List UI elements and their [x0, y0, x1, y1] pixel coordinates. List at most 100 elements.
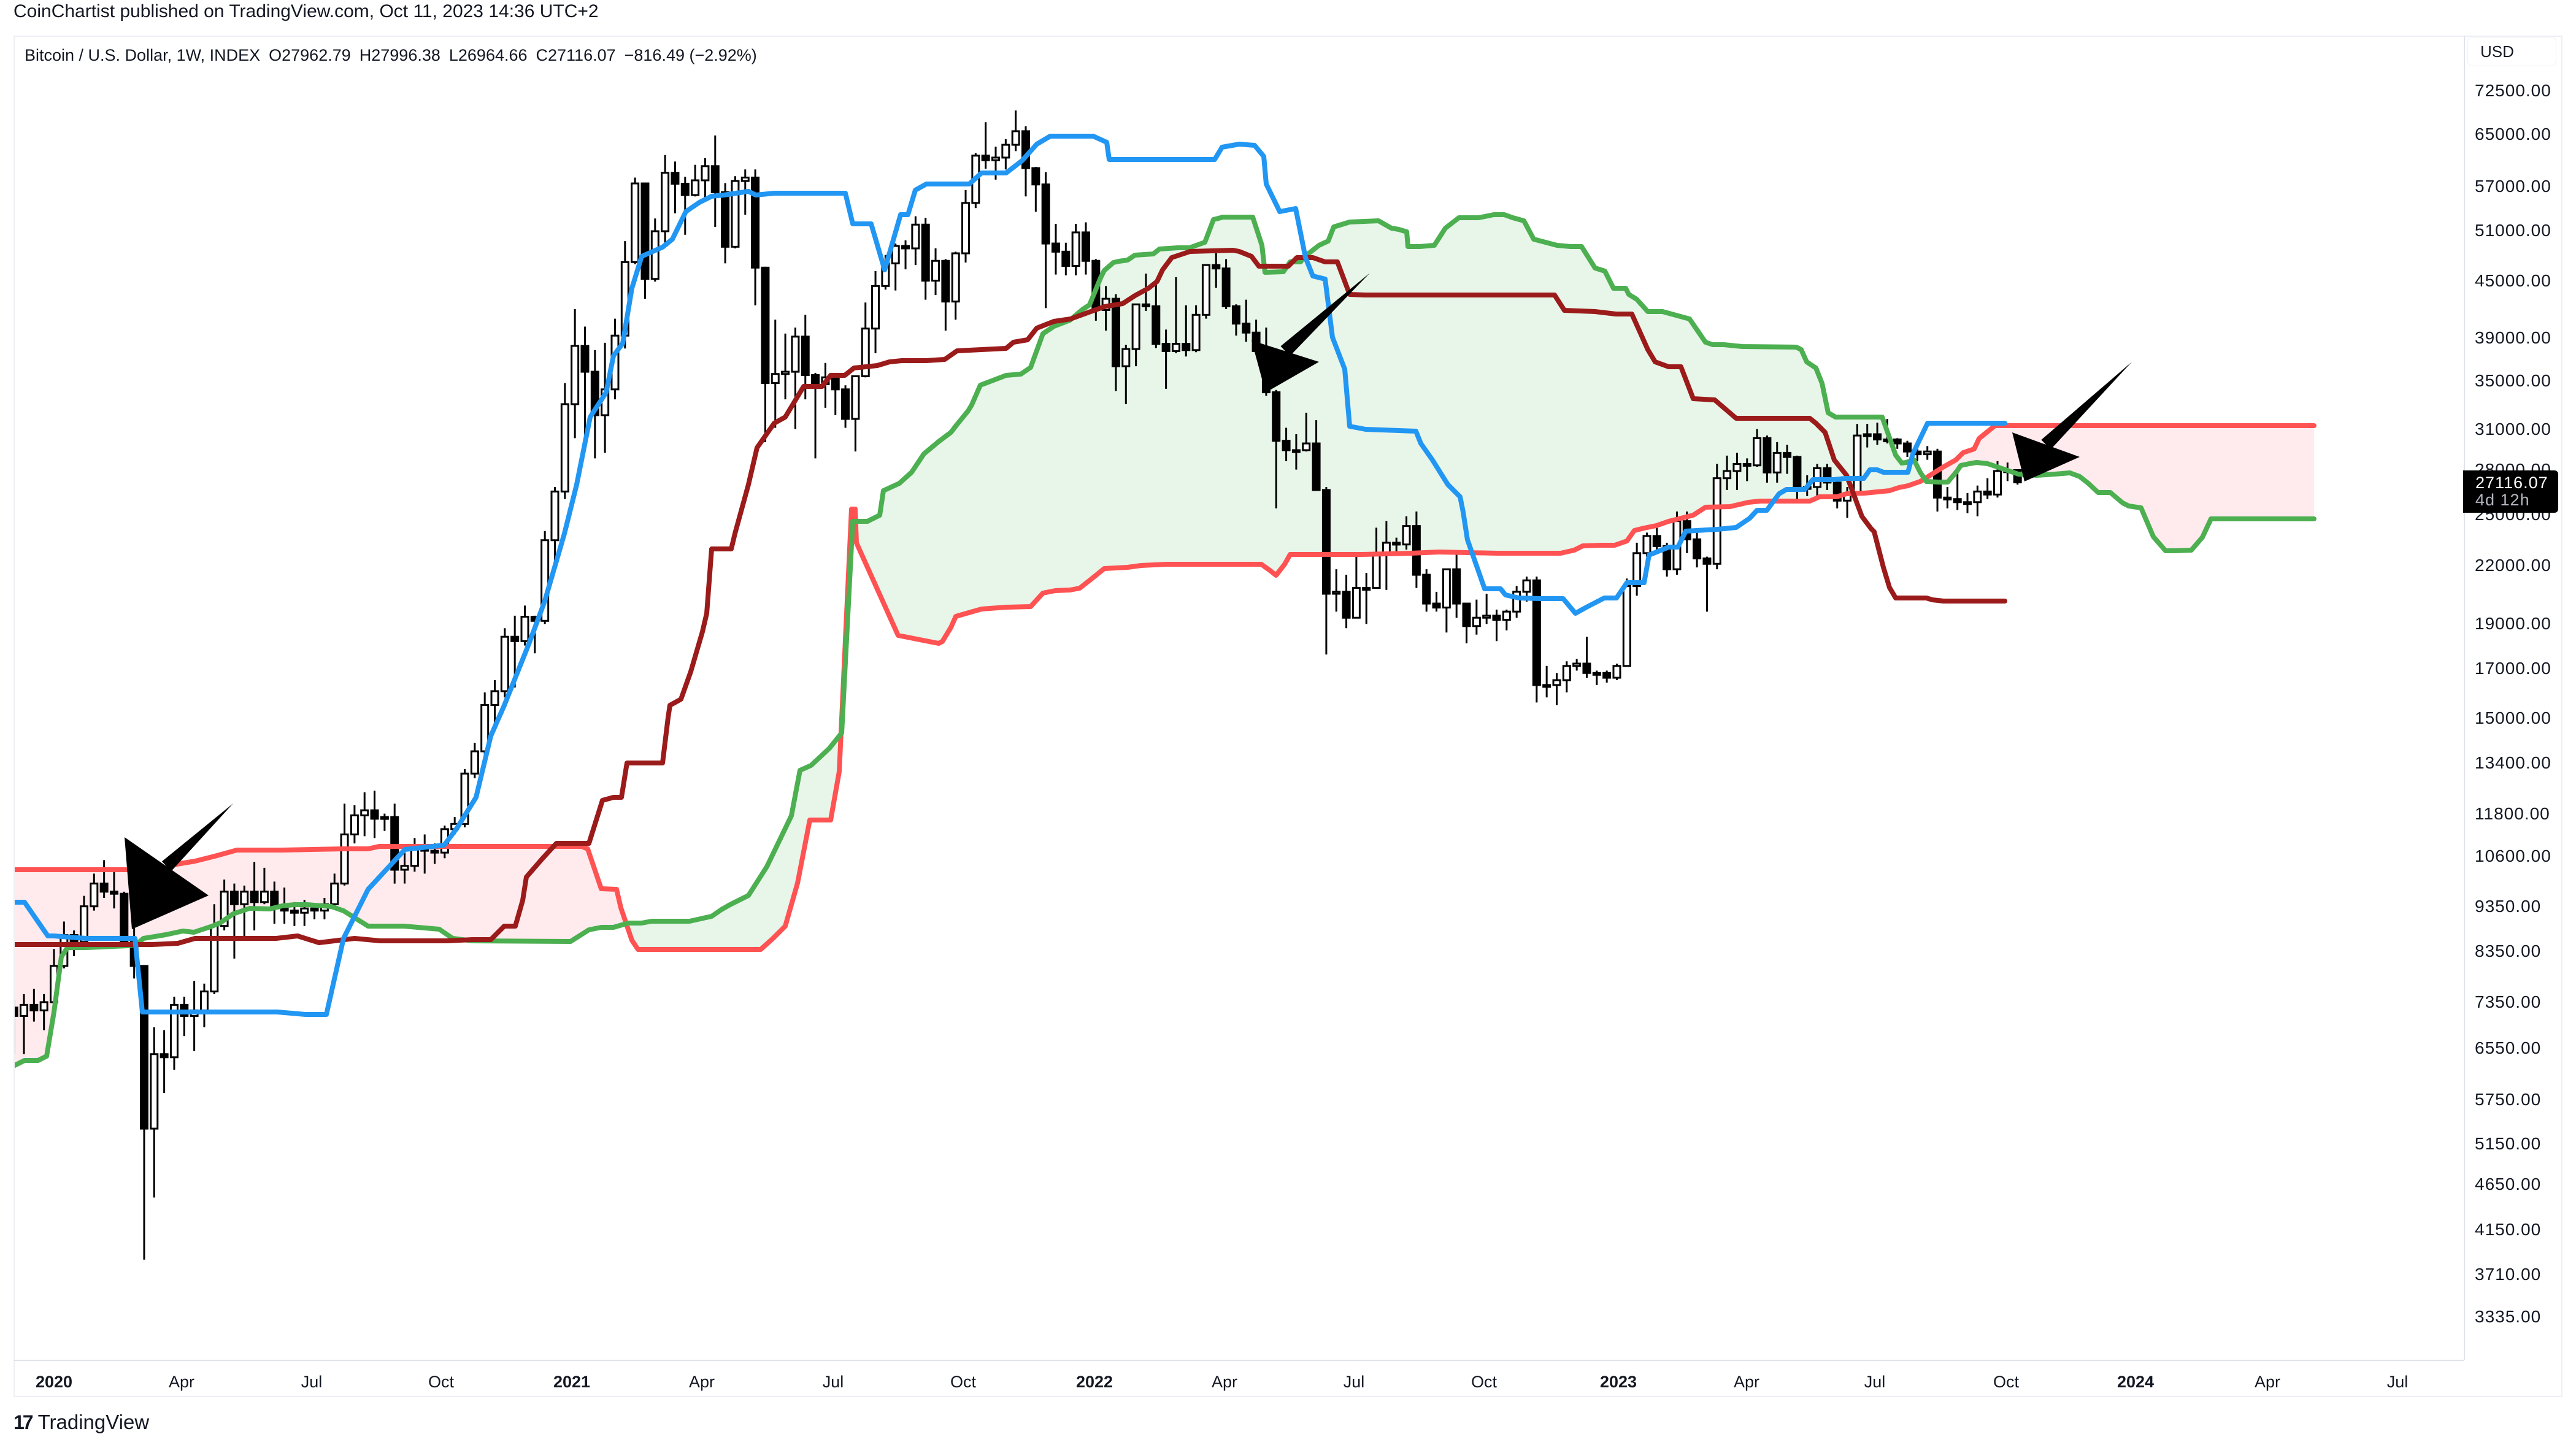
candle	[1432, 591, 1441, 612]
candle	[250, 862, 259, 931]
candle	[1171, 277, 1180, 353]
candle	[380, 813, 389, 831]
candle	[1201, 264, 1210, 319]
tradingview-logo-icon: 17	[13, 1411, 34, 1433]
price-tick: 22000.00	[2475, 556, 2551, 575]
time-tick: Apr	[168, 1373, 195, 1391]
candle	[160, 1030, 169, 1094]
price-tick: 7350.00	[2475, 992, 2542, 1011]
candle	[560, 383, 569, 499]
candle	[631, 177, 640, 264]
candle	[580, 326, 590, 437]
candle	[981, 122, 990, 169]
price-tick: 6550.00	[2475, 1038, 2542, 1057]
leading-span-b-line	[15, 423, 2316, 952]
candle	[941, 259, 950, 331]
time-tick: Jul	[1343, 1373, 1365, 1391]
candle	[1452, 551, 1461, 618]
candle	[781, 333, 790, 400]
candle	[169, 997, 179, 1070]
candle	[180, 997, 189, 1037]
candle	[520, 605, 529, 646]
candle	[961, 190, 971, 263]
time-tick: Oct	[1471, 1373, 1498, 1391]
candle	[1562, 661, 1571, 692]
candle	[120, 891, 129, 945]
candle	[701, 158, 710, 197]
ichimoku-cloud	[15, 215, 2315, 1066]
candle	[410, 838, 419, 872]
candle	[1312, 420, 1321, 491]
candle	[29, 989, 39, 1022]
ohlc-change: −816.49 (−2.92%)	[624, 46, 757, 64]
candle	[851, 375, 860, 452]
candle	[1362, 573, 1371, 624]
candle	[1632, 542, 1642, 596]
candle	[1052, 224, 1060, 275]
annotation-arrows	[125, 273, 2132, 929]
candle	[1652, 527, 1661, 553]
candle	[921, 218, 930, 300]
candle	[640, 182, 650, 299]
candle	[229, 883, 239, 959]
price-tick: 8350.00	[2475, 941, 2542, 961]
last-price-label: 27116.07 4d 12h	[2463, 470, 2558, 513]
candle	[470, 743, 479, 778]
candle	[1011, 110, 1020, 151]
time-axis[interactable]	[13, 1360, 2464, 1397]
tradingview-footer[interactable]: 17 TradingView	[13, 1411, 149, 1434]
candle	[1783, 445, 1792, 474]
arrow-annotation-icon[interactable]	[125, 803, 233, 929]
candle	[1512, 586, 1521, 618]
candle	[1001, 139, 1010, 170]
candle	[590, 350, 599, 459]
candle	[761, 266, 770, 442]
last-price-value: 27116.07	[2475, 473, 2548, 492]
price-axis[interactable]	[2464, 36, 2563, 1360]
candle	[109, 872, 118, 909]
candle	[1923, 446, 1932, 460]
chart-frame	[13, 36, 2563, 1397]
price-tick: 15000.00	[2475, 708, 2551, 727]
currency-button[interactable]: USD	[2467, 37, 2556, 66]
symbol-name[interactable]: Bitcoin / U.S. Dollar, 1W, INDEX	[25, 46, 261, 64]
time-tick: Jul	[301, 1373, 323, 1391]
ohlc-low: L26964.66	[448, 46, 528, 64]
candle	[340, 803, 349, 886]
candle	[550, 487, 559, 570]
conversion-line-line	[15, 134, 2007, 1017]
candle	[1161, 329, 1171, 389]
candle	[1943, 487, 1952, 508]
base-line-line	[15, 248, 2007, 947]
candle	[99, 860, 109, 898]
candle	[350, 805, 359, 844]
price-tick: 72500.00	[2475, 81, 2551, 100]
candle	[1742, 458, 1751, 481]
time-tick: Jul	[822, 1373, 844, 1391]
candle	[791, 328, 800, 429]
candle	[1763, 435, 1772, 483]
candle	[571, 309, 580, 439]
candle	[490, 680, 499, 724]
arrow-annotation-icon[interactable]	[1251, 273, 1370, 393]
candle	[1592, 670, 1601, 685]
candle	[1191, 305, 1201, 353]
candle	[1422, 569, 1431, 612]
candle	[871, 270, 880, 353]
candle	[1131, 303, 1140, 367]
price-tick: 4650.00	[2475, 1175, 2542, 1194]
candle	[1482, 594, 1491, 624]
candle	[1081, 222, 1090, 275]
candle	[680, 177, 690, 235]
candle	[20, 994, 29, 1054]
price-tick: 39000.00	[2475, 328, 2551, 347]
bar-countdown: 4d 12h	[2475, 491, 2530, 509]
candle	[370, 791, 379, 838]
candle	[1963, 493, 1972, 513]
candle	[1242, 299, 1251, 342]
candle	[190, 981, 199, 1051]
time-tick: Oct	[950, 1373, 977, 1391]
time-tick: Jul	[2386, 1373, 2409, 1391]
arrow-annotation-icon[interactable]	[2012, 362, 2132, 481]
